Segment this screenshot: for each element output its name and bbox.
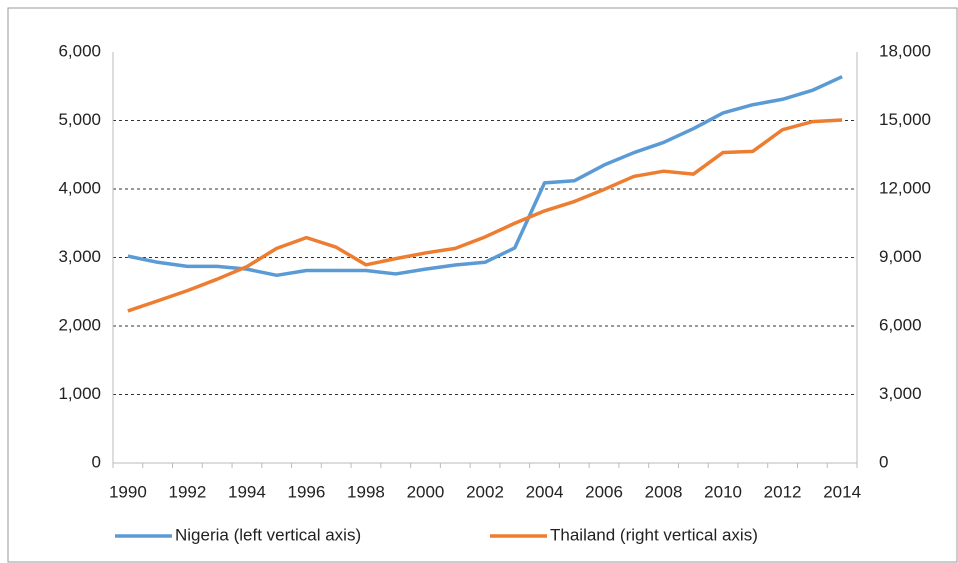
y-tick-label: 4,000 <box>58 178 101 197</box>
x-tick-label: 1994 <box>228 482 266 501</box>
y-tick-label: 3,000 <box>58 247 101 266</box>
x-tick-label: 2008 <box>645 482 683 501</box>
series-line <box>127 75 843 278</box>
y-tick-label: 0 <box>92 452 101 471</box>
x-tick-label: 1996 <box>288 482 326 501</box>
series-line <box>127 118 843 313</box>
y-tick-label: 2,000 <box>58 315 101 334</box>
y2-tick-label: 18,000 <box>879 41 931 60</box>
y2-tick-label: 3,000 <box>879 384 922 403</box>
legend-label: Nigeria (left vertical axis) <box>175 525 361 544</box>
legend-label: Thailand (right vertical axis) <box>550 525 758 544</box>
y2-tick-label: 12,000 <box>879 178 931 197</box>
x-tick-label: 2004 <box>526 482 564 501</box>
y2-tick-label: 15,000 <box>879 110 931 129</box>
x-tick-label: 2014 <box>823 482 861 501</box>
x-tick-label: 2010 <box>704 482 742 501</box>
x-tick-label: 1992 <box>168 482 206 501</box>
y-tick-label: 5,000 <box>58 110 101 129</box>
x-tick-label: 2002 <box>466 482 504 501</box>
y2-tick-label: 0 <box>879 452 888 471</box>
chart-frame <box>7 7 958 563</box>
y-tick-label: 1,000 <box>58 384 101 403</box>
y2-tick-label: 6,000 <box>879 315 922 334</box>
x-tick-label: 2012 <box>764 482 802 501</box>
x-tick-label: 2006 <box>585 482 623 501</box>
x-tick-label: 1990 <box>109 482 147 501</box>
y2-tick-label: 9,000 <box>879 247 922 266</box>
y-tick-label: 6,000 <box>58 41 101 60</box>
x-tick-label: 1998 <box>347 482 385 501</box>
x-tick-label: 2000 <box>407 482 445 501</box>
